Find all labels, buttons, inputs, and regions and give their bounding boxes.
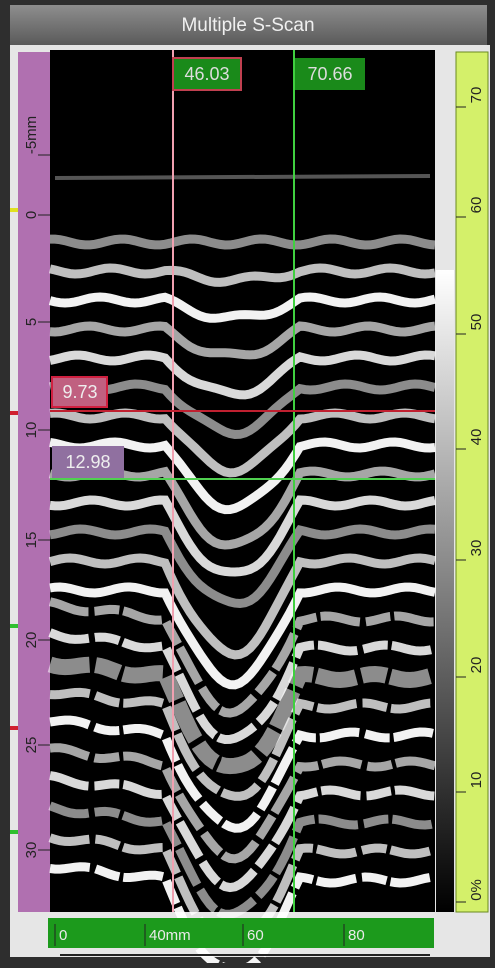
- cursor-marker: [10, 830, 18, 834]
- ruler-label: 40mm: [149, 927, 191, 944]
- ruler-label: 0: [59, 927, 67, 944]
- scan-band: [49, 862, 436, 968]
- ruler-label: 5: [23, 318, 40, 326]
- cursor-marker: [10, 726, 18, 730]
- scan-band: [54, 174, 431, 180]
- cursor-label-box: [52, 446, 124, 478]
- ruler-label: 0: [23, 211, 40, 219]
- cursor-value: 9.73: [62, 382, 97, 402]
- scan-band: [49, 350, 436, 400]
- scan-band: [48, 292, 437, 323]
- scan-band: [49, 771, 436, 893]
- scan-band: [48, 553, 437, 660]
- ruler-label: 40: [468, 429, 485, 446]
- scan-band: [48, 379, 437, 440]
- cursor-value: 70.66: [307, 64, 352, 84]
- scan-band: [47, 656, 437, 775]
- scan-band: [48, 801, 436, 919]
- cursor-value: 12.98: [65, 452, 110, 472]
- scan-band: [49, 263, 436, 287]
- scan-band: [49, 408, 436, 478]
- scan-band: [48, 597, 436, 718]
- cursor-label-box: [295, 58, 365, 90]
- ruler-label: 10: [468, 772, 485, 789]
- scan-band: [50, 234, 436, 250]
- ruler-label: 25: [23, 737, 40, 754]
- scan-band: [49, 495, 436, 577]
- scan-band: [49, 687, 436, 801]
- ruler-label: 20: [468, 657, 485, 674]
- cursor-marker: [10, 624, 18, 628]
- cursor-label-box: [172, 57, 242, 91]
- scan-band: [49, 743, 437, 864]
- title-bar: [10, 5, 487, 45]
- ruler-label: 30: [468, 540, 485, 557]
- cursor-label-box: [51, 376, 108, 408]
- ruler-label: 60: [468, 197, 485, 214]
- ruler-label: 0%: [468, 879, 485, 901]
- ruler-label: 80: [348, 927, 365, 944]
- ruler-label: 60: [247, 927, 264, 944]
- cursor-marker: [10, 411, 18, 415]
- ruler-label: -5mm: [23, 116, 40, 154]
- scan-band: [49, 321, 436, 360]
- ruler-label: 50: [468, 314, 485, 331]
- scan-band: [49, 582, 436, 690]
- scan-band: [49, 524, 436, 609]
- ruler-label: 20: [23, 632, 40, 649]
- ruler-label: 70: [468, 87, 485, 104]
- left-ruler: [18, 52, 50, 912]
- scan-band: [49, 437, 436, 515]
- color-bar: [436, 270, 454, 912]
- ruler-label: 10: [23, 422, 40, 439]
- scan-band: [49, 715, 436, 833]
- cursor-marker: [10, 208, 18, 212]
- ruler-label: 15: [23, 532, 40, 549]
- right-ruler: [455, 51, 489, 913]
- scan-band: [48, 628, 436, 745]
- bottom-ruler: [48, 918, 434, 948]
- ruler-label: 30: [23, 842, 40, 859]
- window-title: Multiple S-Scan: [181, 15, 314, 36]
- cursor-value: 46.03: [184, 64, 229, 84]
